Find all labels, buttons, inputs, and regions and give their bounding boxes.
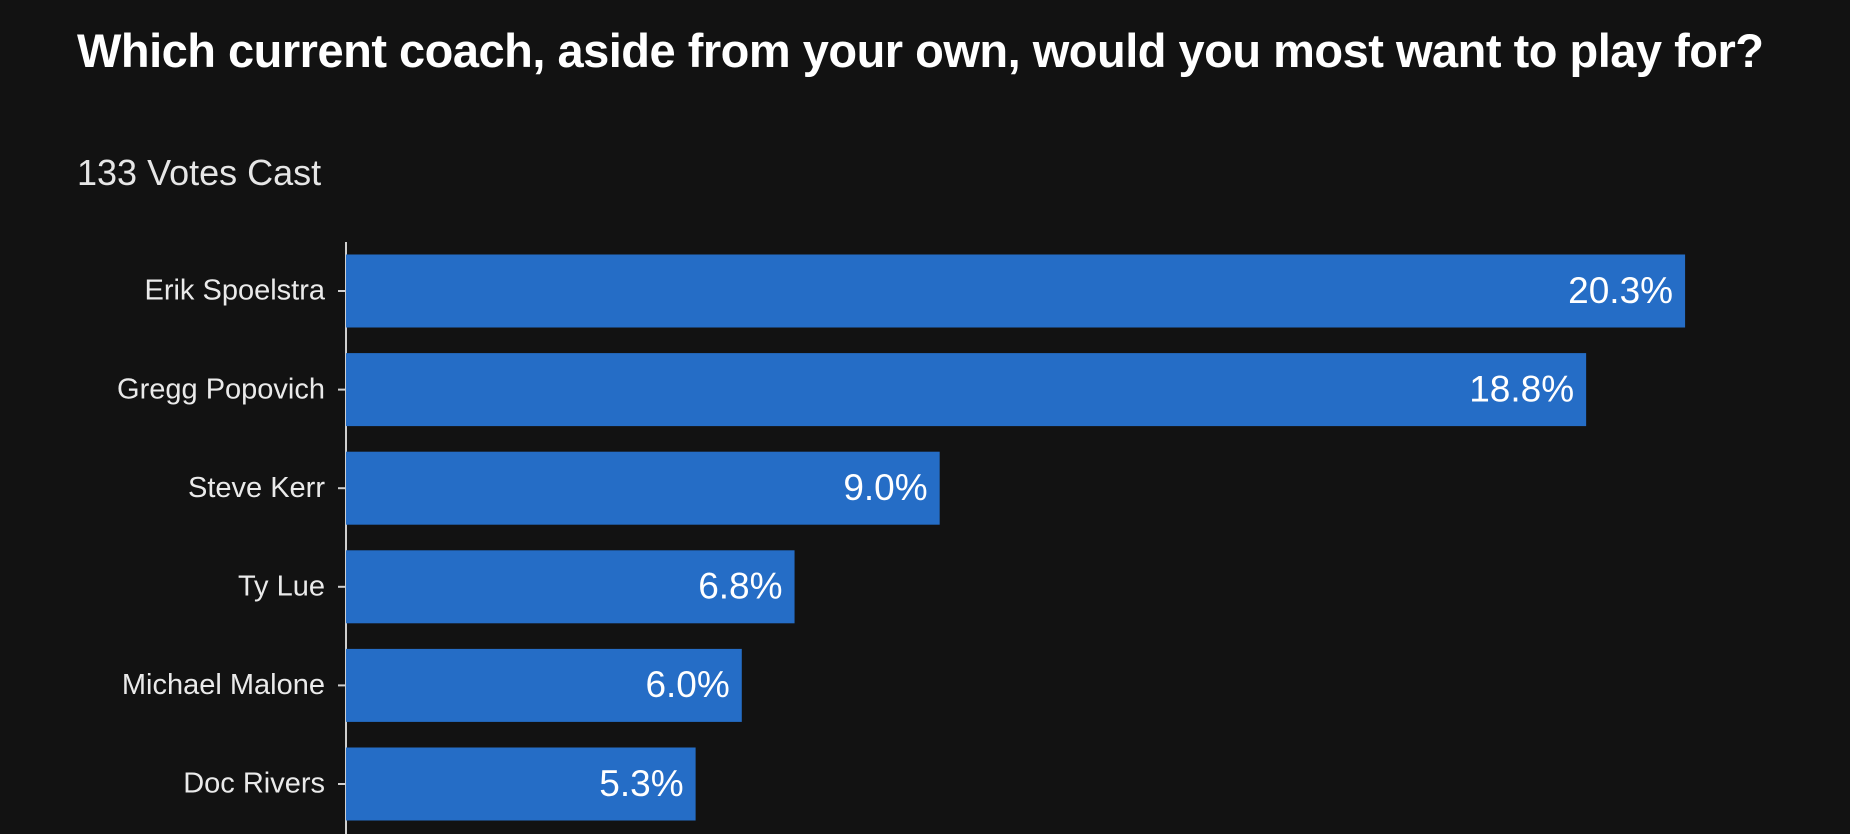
chart-title: Which current coach, aside from your own… (77, 24, 1764, 77)
value-label: 5.3% (599, 763, 683, 804)
y-tick-label: Ty Lue (238, 570, 325, 602)
bar (346, 747, 696, 821)
value-label: 6.8% (698, 566, 782, 607)
bar (346, 254, 1686, 328)
value-label: 18.8% (1469, 368, 1574, 409)
value-label: 6.0% (645, 664, 729, 705)
bar (346, 550, 795, 624)
y-tick-label: Michael Malone (122, 669, 325, 701)
y-tick-label: Erik Spoelstra (144, 275, 325, 307)
value-label: 9.0% (843, 467, 927, 508)
bar (346, 353, 1587, 427)
bar (346, 648, 742, 722)
y-tick-label: Doc Rivers (183, 768, 325, 800)
chart-subtitle: 133 Votes Cast (77, 152, 322, 193)
bar (346, 451, 940, 525)
value-label: 20.3% (1568, 270, 1673, 311)
y-tick-label: Gregg Popovich (117, 373, 325, 405)
y-tick-label: Steve Kerr (188, 472, 325, 504)
